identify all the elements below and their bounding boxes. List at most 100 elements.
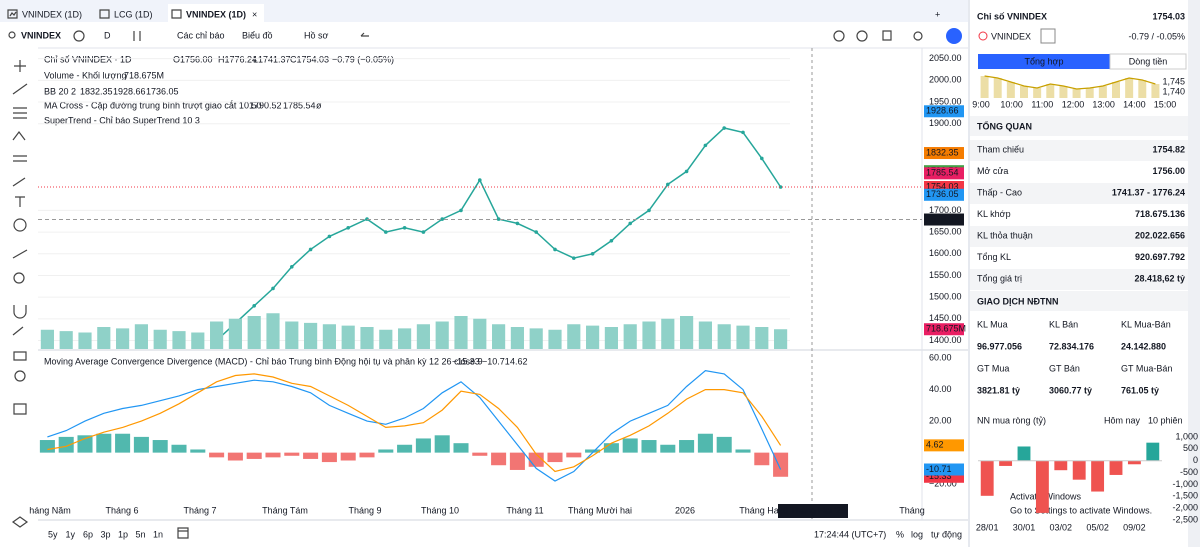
net-tab[interactable]: Hôm nay (1104, 415, 1141, 425)
y-tick-label: 60.00 (929, 353, 952, 363)
bar (304, 322, 318, 349)
range-button[interactable]: 5n (136, 529, 146, 539)
macd-histogram (265, 452, 281, 458)
range-button[interactable]: 1p (118, 529, 128, 539)
range-button[interactable]: 6p (83, 529, 93, 539)
tab[interactable]: VNINDEX (1D) (186, 9, 246, 19)
y-tick-label: 500 (1183, 443, 1198, 453)
bar (210, 321, 224, 349)
y-tick-label: 1500.00 (929, 292, 962, 302)
row-value: 1756.00 (1152, 166, 1185, 176)
legend-title: Chỉ số VNINDEX · 1D (44, 54, 132, 64)
legend-ohlc: C1754.03 (290, 54, 329, 64)
macd-histogram (697, 433, 713, 453)
chart-type[interactable]: Biểu đồ (242, 30, 273, 40)
log[interactable]: log (911, 529, 923, 539)
symbol-search[interactable]: VNINDEX (21, 30, 61, 40)
macd-badge-label: 4.62 (926, 440, 944, 450)
bar (59, 331, 73, 349)
legend-bb: 1832.35 (80, 86, 113, 96)
bar (97, 327, 111, 349)
x-tick-label: 15:00 (1154, 99, 1177, 109)
range-button[interactable]: 5y (48, 529, 58, 539)
x-tick-label: 14:00 (1123, 99, 1146, 109)
price-point (308, 247, 313, 252)
bar (341, 325, 355, 349)
bar (698, 321, 712, 349)
bar (661, 318, 675, 349)
range-button[interactable]: 1n (153, 529, 163, 539)
macd-histogram (246, 452, 262, 459)
panel-tab[interactable]: Dòng tiền (1129, 56, 1168, 66)
panel-change: -0.79 / -0.05% (1128, 31, 1185, 41)
row-label: KL thỏa thuận (977, 230, 1033, 240)
price-point (346, 225, 351, 230)
macd-histogram (359, 452, 375, 458)
price-point (609, 238, 614, 243)
macd-histogram (190, 449, 206, 453)
y-tick-label: 1,000 (1175, 431, 1198, 441)
side-toolbar (0, 48, 38, 547)
foreign-value: 3821.81 tỷ (977, 385, 1020, 395)
auto[interactable]: tự động (931, 529, 962, 539)
price-point (703, 143, 708, 148)
tab[interactable]: LCG (1D) (114, 9, 153, 19)
foreign-label: GT Bán (1049, 363, 1080, 373)
price-point (684, 169, 689, 174)
indicator-badge (924, 188, 964, 201)
price-point (647, 208, 651, 213)
legend-bb: 1736.05 (146, 86, 179, 96)
macd-histogram (453, 443, 469, 453)
foreign-value: 3060.77 tỷ (1049, 385, 1092, 395)
x-tick-label: háng Năm (29, 505, 71, 515)
price-point (496, 217, 501, 221)
foreign-label: GT Mua (977, 363, 1009, 373)
x-tick-label: 9:00 (972, 99, 990, 109)
percent[interactable]: % (896, 529, 904, 539)
y-tick-label: 0 (1193, 455, 1198, 465)
macd-histogram (58, 436, 74, 453)
intraday-bar (980, 76, 989, 98)
price-point (384, 230, 388, 234)
price-point (590, 251, 595, 256)
close-tab[interactable]: × (252, 9, 257, 19)
macd-badge-label: -15.33 (926, 471, 952, 481)
clock: 17:24:44 (UTC+7) (814, 529, 886, 539)
price-point (760, 156, 764, 161)
foreign-label: KL Mua (977, 319, 1008, 329)
panel-symbol[interactable]: VNINDEX (991, 31, 1031, 41)
price-point (290, 264, 294, 269)
x-tick-label: Tháng Tám (262, 505, 308, 515)
bar (134, 324, 148, 349)
intraday-bar (1006, 82, 1015, 98)
indicator-badge (924, 213, 964, 226)
y-tick-label: -2,500 (1172, 514, 1198, 524)
bar (473, 318, 487, 349)
drawing-tools[interactable] (11, 60, 29, 528)
range-button[interactable]: 3p (101, 529, 111, 539)
row-label: Thấp - Cao (977, 187, 1022, 197)
legend-bb: BB 20 2 (44, 86, 76, 96)
section-title: GIAO DỊCH NĐTNN (977, 296, 1059, 306)
macd-histogram (415, 438, 431, 453)
add-tab[interactable]: + (935, 9, 940, 19)
bar (755, 327, 769, 349)
macd-histogram (340, 452, 356, 461)
legend-change: −0.79 (−0.05%) (332, 54, 394, 64)
macd-histogram (754, 452, 770, 466)
macd-histogram (378, 449, 394, 453)
macd-histogram (773, 452, 789, 477)
indicators[interactable]: Các chỉ báo (177, 30, 225, 40)
y-tick-label: 1,745 (1162, 76, 1185, 86)
range-button[interactable]: 1y (66, 529, 76, 539)
bar (999, 460, 1013, 466)
profile[interactable]: Hồ sơ (304, 30, 329, 40)
bottom-bar (38, 520, 968, 547)
net-tab[interactable]: 10 phiên (1148, 415, 1183, 425)
interval[interactable]: D (104, 30, 111, 40)
y-tick-label: 1550.00 (929, 270, 962, 280)
panel-tab[interactable]: Tổng hợp (1025, 56, 1064, 66)
intraday-bar (1033, 88, 1042, 98)
tab[interactable]: VNINDEX (1D) (22, 9, 82, 19)
